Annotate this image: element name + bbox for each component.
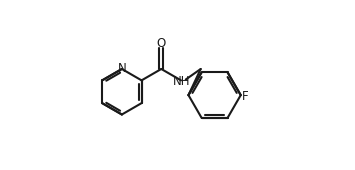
Text: F: F bbox=[242, 90, 249, 103]
Text: NH: NH bbox=[173, 75, 191, 88]
Text: O: O bbox=[157, 37, 166, 50]
Text: N: N bbox=[118, 63, 126, 75]
